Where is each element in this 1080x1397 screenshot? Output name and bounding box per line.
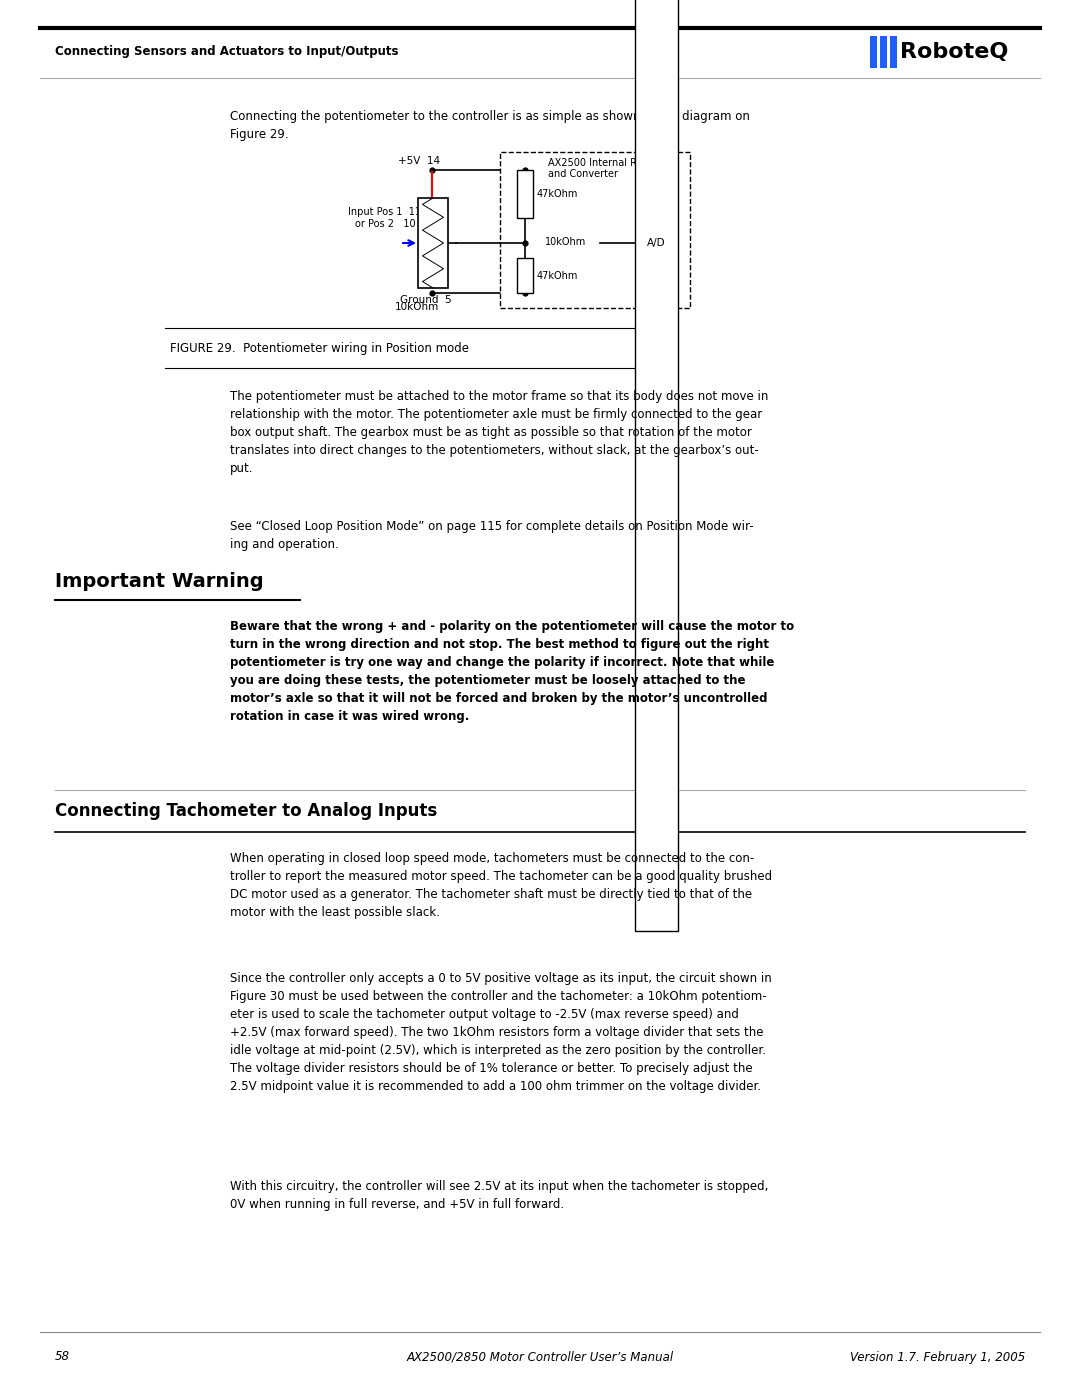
- Text: When operating in closed loop speed mode, tachometers must be connected to the c: When operating in closed loop speed mode…: [230, 852, 772, 919]
- Text: 10kOhm: 10kOhm: [395, 302, 440, 312]
- Text: The potentiometer must be attached to the motor frame so that its body does not : The potentiometer must be attached to th…: [230, 390, 768, 475]
- Bar: [880, 36, 887, 68]
- Text: 47kOhm: 47kOhm: [537, 271, 579, 281]
- Text: Connecting Sensors and Actuators to Input/Outputs: Connecting Sensors and Actuators to Inpu…: [55, 46, 399, 59]
- Bar: [635, 0, 678, 930]
- Text: Ground  5: Ground 5: [400, 295, 451, 305]
- Text: Connecting Tachometer to Analog Inputs: Connecting Tachometer to Analog Inputs: [55, 802, 437, 820]
- Bar: [517, 258, 534, 293]
- Bar: [870, 36, 877, 68]
- Text: With this circuitry, the controller will see 2.5V at its input when the tachomet: With this circuitry, the controller will…: [230, 1180, 768, 1211]
- Text: Version 1.7. February 1, 2005: Version 1.7. February 1, 2005: [850, 1351, 1025, 1363]
- Text: Connecting the potentiometer to the controller is as simple as shown in the diag: Connecting the potentiometer to the cont…: [230, 110, 750, 141]
- Text: See “Closed Loop Position Mode” on page 115 for complete details on Position Mod: See “Closed Loop Position Mode” on page …: [230, 520, 754, 550]
- Text: 47kOhm: 47kOhm: [537, 189, 579, 198]
- Bar: [500, 152, 690, 307]
- Text: AX2500/2850 Motor Controller User’s Manual: AX2500/2850 Motor Controller User’s Manu…: [406, 1351, 674, 1363]
- Text: 10kOhm: 10kOhm: [545, 237, 586, 247]
- Text: 58: 58: [55, 1351, 70, 1363]
- Text: Beware that the wrong + and - polarity on the potentiometer will cause the motor: Beware that the wrong + and - polarity o…: [230, 620, 794, 724]
- Text: or Pos 2   10: or Pos 2 10: [355, 219, 416, 229]
- Text: AX2500 Internal Resistors: AX2500 Internal Resistors: [548, 158, 675, 168]
- Text: and Converter: and Converter: [548, 169, 618, 179]
- Text: Important Warning: Important Warning: [55, 571, 264, 591]
- Text: RoboteQ: RoboteQ: [900, 42, 1009, 61]
- Bar: [890, 36, 897, 68]
- Text: FIGURE 29.  Potentiometer wiring in Position mode: FIGURE 29. Potentiometer wiring in Posit…: [170, 342, 469, 355]
- Text: Input Pos 1  11: Input Pos 1 11: [348, 207, 421, 217]
- Bar: [418, 198, 448, 288]
- Text: A/D: A/D: [647, 237, 665, 249]
- Text: Since the controller only accepts a 0 to 5V positive voltage as its input, the c: Since the controller only accepts a 0 to…: [230, 972, 772, 1092]
- Text: +5V  14: +5V 14: [399, 156, 441, 166]
- Bar: [517, 170, 534, 218]
